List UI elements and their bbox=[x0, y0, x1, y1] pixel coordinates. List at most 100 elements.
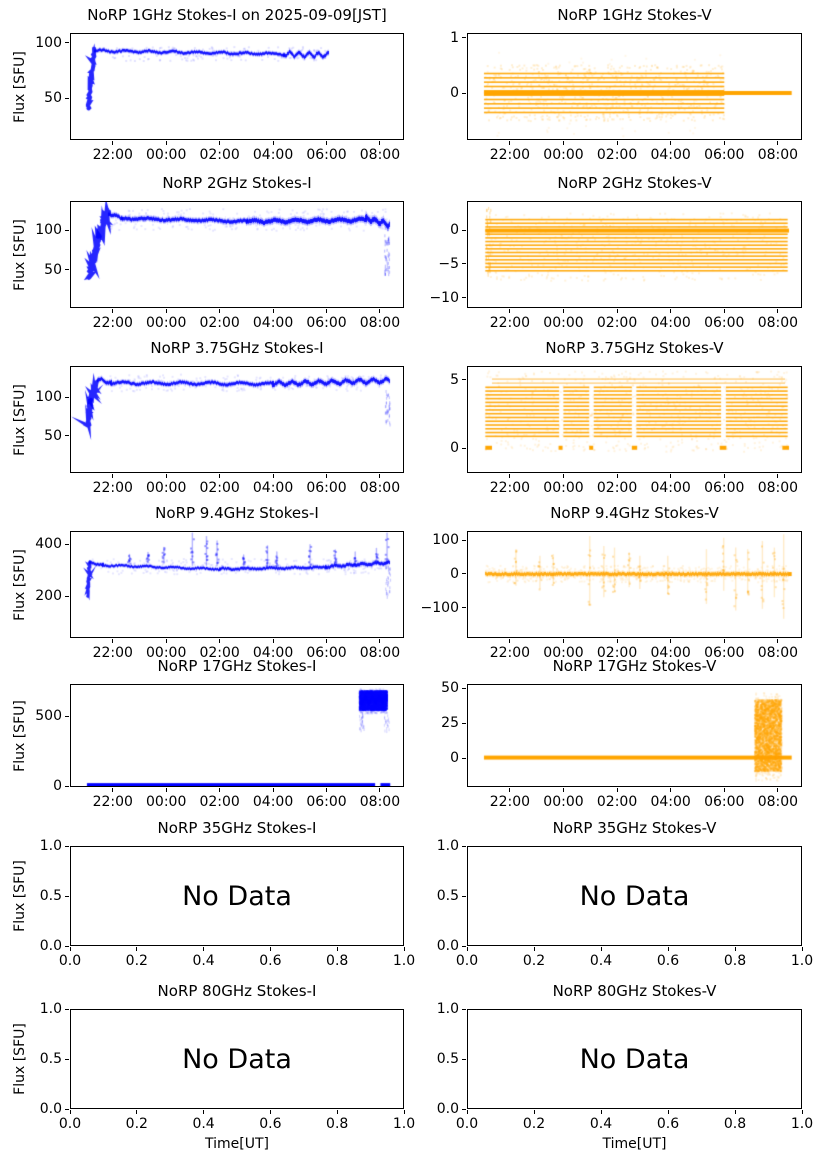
x-tick-label: 04:00 bbox=[650, 480, 691, 496]
x-tick-mark bbox=[562, 788, 564, 792]
y-tick-mark bbox=[462, 447, 466, 449]
y-tick-label: 200 bbox=[35, 588, 62, 605]
y-tick-mark bbox=[65, 1008, 69, 1010]
plot-canvas bbox=[468, 685, 801, 786]
x-tick-mark bbox=[616, 788, 618, 792]
y-tick-mark bbox=[462, 229, 466, 231]
y-tick-label: 100 bbox=[432, 532, 459, 549]
x-tick-label: 06:00 bbox=[306, 645, 347, 661]
y-tick-mark bbox=[462, 607, 466, 609]
x-tick-label: 04:00 bbox=[252, 315, 294, 331]
x-tick-label: 0.6 bbox=[656, 953, 680, 969]
x-tick-label: 00:00 bbox=[146, 794, 187, 810]
x-tick-mark bbox=[379, 639, 381, 643]
x-tick-mark bbox=[734, 1110, 736, 1114]
x-tick-mark bbox=[272, 788, 274, 792]
panel-title: NoRP 2GHz Stokes-V bbox=[557, 174, 712, 192]
y-tick-mark bbox=[65, 945, 69, 947]
x-tick-label: 06:00 bbox=[704, 794, 745, 810]
x-tick-mark bbox=[667, 947, 669, 951]
x-tick-label: 0.0 bbox=[58, 953, 82, 969]
y-tick-mark bbox=[65, 895, 69, 897]
y-tick-label: 0 bbox=[450, 750, 459, 767]
plot-canvas bbox=[468, 34, 801, 139]
panel-title: NoRP 3.75GHz Stokes-I bbox=[150, 339, 324, 357]
y-tick-label: 1.0 bbox=[39, 838, 62, 854]
y-axis-label-text: Flux [SFU] bbox=[12, 50, 28, 123]
x-tick-label: 08:00 bbox=[359, 147, 401, 163]
y-tick-label: 5 bbox=[450, 371, 459, 388]
x-tick-label: 04:00 bbox=[650, 794, 691, 810]
x-tick-mark bbox=[136, 1110, 138, 1114]
x-tick-mark bbox=[670, 474, 672, 478]
x-tick-label: 06:00 bbox=[306, 315, 347, 331]
x-tick-mark bbox=[272, 639, 274, 643]
y-tick-mark bbox=[65, 396, 69, 398]
panel-title: NoRP 17GHz Stokes-V bbox=[552, 657, 717, 675]
x-tick-label: 0.2 bbox=[125, 1116, 148, 1132]
x-tick-label: 02:00 bbox=[199, 794, 240, 810]
x-tick-mark bbox=[379, 309, 381, 313]
x-tick-label: 02:00 bbox=[199, 315, 240, 331]
y-tick-mark bbox=[462, 263, 466, 265]
y-tick-mark bbox=[462, 297, 466, 299]
x-tick-mark bbox=[136, 947, 138, 951]
x-tick-mark bbox=[723, 309, 725, 313]
plot-area bbox=[467, 846, 802, 946]
y-axis-label-text: Flux [SFU] bbox=[12, 548, 28, 621]
x-tick-mark bbox=[219, 788, 221, 792]
y-axis-label-text: Flux [SFU] bbox=[12, 699, 28, 772]
x-tick-label: 1.0 bbox=[392, 953, 416, 969]
x-tick-mark bbox=[165, 141, 167, 145]
y-tick-mark bbox=[65, 1058, 69, 1060]
x-tick-mark bbox=[734, 947, 736, 951]
x-tick-label: 0.8 bbox=[723, 1116, 747, 1132]
plot-canvas bbox=[71, 685, 403, 786]
y-tick-label: −100 bbox=[420, 599, 459, 616]
panel-title: NoRP 80GHz Stokes-V bbox=[552, 982, 717, 1000]
panel-title: NoRP 9.4GHz Stokes-I bbox=[155, 504, 319, 522]
x-tick-mark bbox=[723, 639, 725, 643]
x-tick-mark bbox=[203, 1110, 205, 1114]
y-tick-mark bbox=[65, 229, 69, 231]
y-tick-mark bbox=[65, 845, 69, 847]
x-tick-mark bbox=[326, 639, 327, 643]
x-tick-mark bbox=[670, 788, 672, 792]
x-tick-mark bbox=[562, 141, 564, 145]
x-axis-label: Time[UT] bbox=[602, 1136, 667, 1152]
y-tick-mark bbox=[462, 1058, 466, 1060]
x-tick-mark bbox=[562, 639, 564, 643]
plot-canvas bbox=[468, 202, 801, 307]
x-tick-mark bbox=[723, 141, 725, 145]
x-tick-mark bbox=[777, 309, 779, 313]
y-tick-label: 100 bbox=[35, 34, 62, 51]
x-tick-mark bbox=[403, 1110, 405, 1114]
y-tick-mark bbox=[65, 715, 69, 717]
y-tick-label: 500 bbox=[35, 708, 62, 725]
y-tick-label: 0.0 bbox=[436, 938, 459, 954]
y-tick-mark bbox=[462, 757, 466, 759]
no-data-text: No Data bbox=[182, 880, 292, 912]
x-tick-mark bbox=[801, 947, 803, 951]
y-tick-mark bbox=[462, 945, 466, 947]
x-tick-label: 02:00 bbox=[596, 480, 638, 496]
x-tick-label: 0.8 bbox=[326, 1116, 349, 1132]
x-tick-mark bbox=[616, 309, 618, 313]
x-tick-label: 08:00 bbox=[757, 480, 799, 496]
x-tick-mark bbox=[509, 474, 511, 478]
x-tick-mark bbox=[670, 639, 672, 643]
x-tick-mark bbox=[326, 788, 327, 792]
x-tick-label: 08:00 bbox=[757, 794, 799, 810]
y-tick-label: 0.5 bbox=[436, 888, 459, 904]
x-tick-label: 06:00 bbox=[704, 480, 745, 496]
x-tick-label: 00:00 bbox=[146, 480, 187, 496]
y-tick-label: 0 bbox=[53, 778, 62, 795]
y-axis-label-text: Flux [SFU] bbox=[12, 383, 28, 456]
panel-title: NoRP 1GHz Stokes-I on 2025-09-09[JST] bbox=[87, 6, 387, 24]
y-tick-mark bbox=[462, 1108, 466, 1110]
x-tick-label: 0.0 bbox=[455, 953, 479, 969]
x-tick-label: 02:00 bbox=[199, 480, 240, 496]
y-tick-label: 0.0 bbox=[39, 1101, 62, 1117]
x-tick-label: 0.6 bbox=[656, 1116, 680, 1132]
x-tick-mark bbox=[219, 141, 221, 145]
